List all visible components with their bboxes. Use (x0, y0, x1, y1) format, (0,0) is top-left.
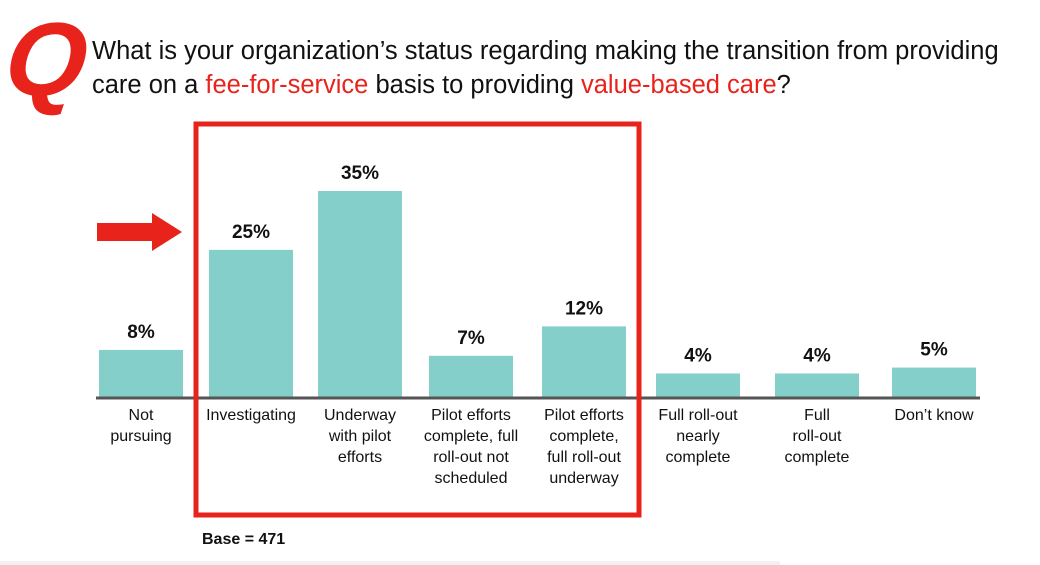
data-label: 5% (920, 340, 948, 361)
category-label: nearly (676, 428, 720, 445)
data-label: 4% (684, 345, 712, 366)
question-part-3: ? (776, 71, 791, 99)
bar (318, 191, 402, 397)
category-label: Don’t know (894, 407, 974, 424)
category-label: Full (804, 407, 830, 424)
category-label: Pilot efforts (431, 407, 511, 424)
category-label: underway (549, 470, 618, 487)
highlight-box (193, 121, 642, 518)
category-label: pursuing (110, 428, 171, 445)
data-label: 25% (232, 222, 270, 243)
category-label: with pilot (328, 428, 392, 445)
bar (892, 367, 976, 397)
question-part-1: What is your organization’s status regar… (92, 37, 999, 99)
bar (656, 373, 740, 397)
data-label: 35% (341, 163, 379, 184)
category-label: complete (785, 449, 850, 466)
bar (209, 249, 293, 397)
category-label: Investigating (206, 407, 296, 424)
category-label: efforts (338, 449, 382, 466)
base-note: Base = 471 (202, 531, 286, 548)
pointer-arrow-icon (97, 213, 182, 251)
bar (775, 373, 859, 397)
category-label: complete, full (424, 428, 518, 445)
category-label: roll-out (793, 428, 842, 445)
category-label: complete (666, 449, 731, 466)
category-label: Full roll-out (658, 407, 738, 424)
data-label: 4% (803, 345, 831, 366)
question-part-2: basis to providing (368, 71, 581, 99)
category-label: roll-out not (433, 449, 509, 466)
category-label: Pilot efforts (544, 407, 624, 424)
data-label: 7% (457, 328, 485, 349)
category-label: scheduled (435, 470, 508, 487)
bar (542, 326, 626, 397)
category-label: Underway (324, 407, 396, 424)
bar (429, 355, 513, 397)
category-label: full roll-out (547, 449, 621, 466)
bottom-shade (0, 561, 780, 565)
question-highlight-value-based-care: value-based care (581, 71, 777, 99)
data-label: 12% (565, 298, 603, 319)
question-text: What is your organization’s status regar… (92, 34, 1032, 102)
category-label: Not (129, 407, 154, 424)
category-label: complete, (549, 428, 618, 445)
data-label: 8% (127, 322, 155, 343)
bar (99, 349, 183, 397)
question-highlight-fee-for-service: fee-for-service (205, 71, 369, 99)
